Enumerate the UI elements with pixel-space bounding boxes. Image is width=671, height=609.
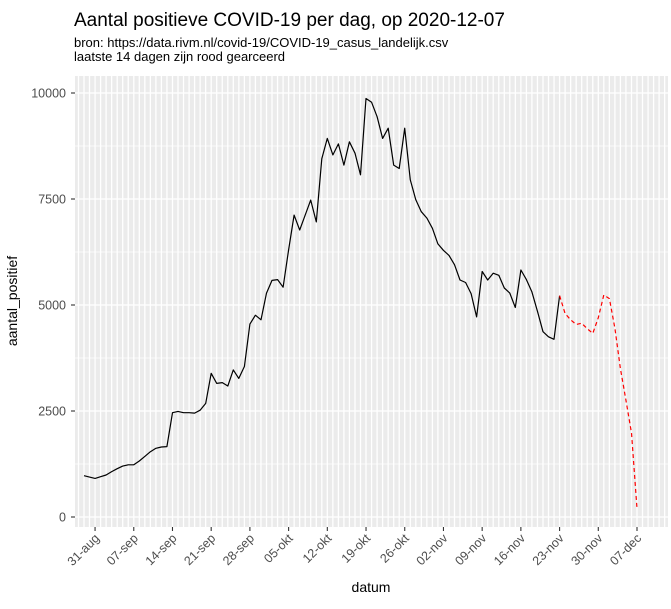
- y-tick-label: 5000: [38, 299, 66, 313]
- x-tick-label: 21-sep: [181, 531, 218, 568]
- chart-title: Aantal positieve COVID-19 per dag, op 20…: [74, 10, 505, 31]
- x-tick-label: 05-okt: [261, 531, 296, 566]
- plot-panel: 31-aug 07-sep 14-sep 21-sep 28-sep 05-okt 12-o…: [31, 76, 668, 569]
- x-tick-label: 16-nov: [491, 531, 528, 568]
- x-tick-label: 09-nov: [452, 531, 489, 568]
- x-tick-label: 07-dec: [607, 531, 644, 568]
- y-axis-title: aantal_positief: [4, 256, 20, 346]
- series-line-recent-dashed: [559, 294, 638, 509]
- x-tick-label: 23-nov: [530, 531, 567, 568]
- x-tick-label: 30-nov: [568, 531, 605, 568]
- x-axis-title: datum: [352, 579, 391, 595]
- chart-subtitle-note: laatste 14 dagen zijn rood gearceerd: [74, 49, 285, 64]
- x-tick-label: 26-okt: [377, 531, 412, 566]
- chart-subtitle-source: bron: https://data.rivm.nl/covid-19/COVI…: [74, 35, 449, 50]
- y-tick-label: 10000: [31, 87, 66, 101]
- y-tick-label: 2500: [38, 405, 66, 419]
- x-tick-label: 28-sep: [220, 531, 257, 568]
- x-tick-label: 14-sep: [143, 531, 180, 568]
- x-tick-label: 07-sep: [104, 531, 141, 568]
- y-tick-label: 0: [59, 511, 66, 525]
- x-tick-label: 12-okt: [300, 531, 335, 566]
- x-tick-label: 02-nov: [414, 531, 451, 568]
- x-tick-label: 19-okt: [339, 531, 374, 566]
- y-tick-label: 7500: [38, 193, 66, 207]
- x-tick-label: 31-aug: [65, 531, 102, 568]
- series-line-main: [83, 97, 561, 479]
